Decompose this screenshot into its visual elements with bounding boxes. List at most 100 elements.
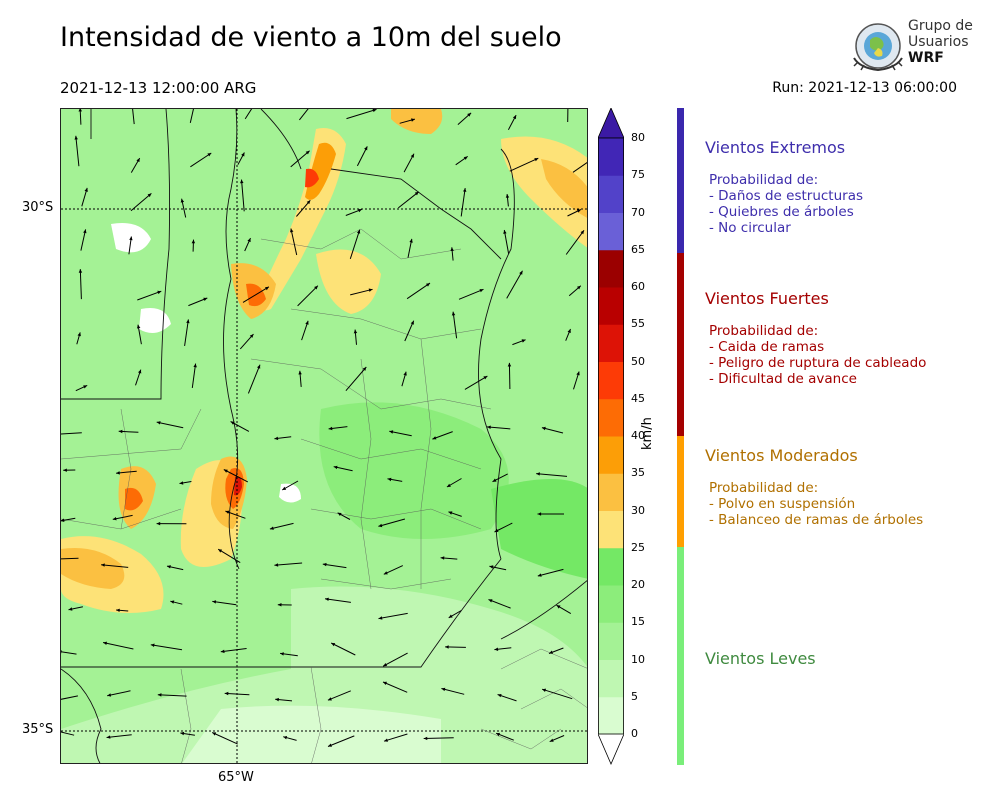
wind-arrow-head [136, 158, 140, 163]
category-desc-extreme: Probabilidad de: - Daños de estructuras … [709, 172, 864, 236]
wind-arrow-head [378, 616, 383, 620]
wind-arrow-head [497, 694, 502, 698]
colorbar-segment [598, 585, 624, 623]
wind-arrow-head [487, 425, 491, 429]
wind-arrow [486, 426, 511, 430]
wind-arrow [537, 568, 564, 577]
wind-arrow-head [112, 517, 117, 521]
wind-arrow-head [63, 468, 67, 472]
wind-arrow-head [138, 369, 142, 374]
colorbar-segment [598, 436, 624, 474]
wind-arrow [189, 109, 194, 124]
bar-extreme [677, 108, 684, 253]
category-title-extreme: Vientos Extremos [705, 138, 846, 157]
logo-line-3: WRF [908, 50, 944, 66]
valid-time: 2021-12-13 12:00:00 ARG [60, 79, 257, 97]
wind-arrow-head [225, 510, 230, 514]
wind-arrow [75, 135, 80, 167]
wind-arrow-head [448, 511, 453, 515]
wind-arrow-head [212, 600, 217, 604]
wind-arrow [61, 557, 79, 560]
wind-arrow [324, 598, 351, 603]
colorbar-extend-max [598, 108, 624, 139]
colorbar-segment [598, 547, 624, 586]
wind-arrow-head [265, 286, 269, 291]
wind-arrow [290, 228, 298, 256]
wind-arrow [244, 109, 253, 120]
colorbar-segment [598, 696, 624, 735]
wind-arrow-head [129, 236, 133, 241]
wind-arrow-head [483, 376, 488, 380]
wind-arrow-head [241, 152, 245, 157]
wind-arrow [106, 734, 132, 738]
wind-arrow [157, 694, 187, 697]
wind-arrow-head [542, 688, 547, 692]
wind-arrow-head [107, 693, 112, 697]
lon-label-65w: 65°W [218, 770, 254, 785]
shade-ne-yellow [501, 136, 587, 248]
wind-arrow [61, 731, 75, 736]
colorbar-segment [598, 249, 624, 288]
wind-arrow-head [328, 426, 333, 431]
wind-arrow [345, 366, 367, 392]
wind-arrow [460, 188, 466, 217]
wind-arrow-head [333, 465, 338, 470]
wind-arrow [452, 311, 458, 339]
wind-arrow [242, 286, 270, 303]
wind-arrow-head [479, 289, 484, 293]
wind-arrow-head [409, 238, 413, 243]
wind-arrow-head [74, 135, 78, 140]
wind-arrow [406, 282, 431, 300]
category-title-strong: Vientos Fuertes [705, 289, 829, 308]
wind-arrow-head [282, 486, 287, 490]
colorbar-segment [598, 175, 624, 213]
wind-arrow-head [537, 573, 542, 577]
wind-arrow-head [247, 238, 251, 243]
wind-arrow [156, 421, 184, 429]
wind-arrow [441, 688, 465, 695]
wind-arrow [224, 692, 250, 696]
wind-arrow [382, 652, 408, 667]
colorbar-tick-label: 80 [631, 131, 645, 144]
wind-arrow [241, 179, 245, 212]
wind-arrow [404, 320, 415, 342]
wind-arrow-head [337, 512, 342, 516]
wind-arrow [382, 681, 408, 693]
wind-arrow-head [446, 483, 451, 487]
wind-arrow-head [403, 371, 407, 376]
wind-arrow-head [489, 565, 494, 569]
colorbar-tick-label: 60 [631, 280, 645, 293]
wind-arrow [269, 522, 294, 530]
wind-arrow-head [494, 528, 499, 532]
wind-arrow-head [157, 290, 162, 295]
shade-east [491, 479, 587, 579]
wind-arrow-head [186, 319, 190, 324]
colorbar-tick-label: 45 [631, 391, 645, 405]
wind-arrow-head [549, 650, 553, 654]
wind-arrow-head [230, 421, 235, 425]
shade-n-orange [391, 109, 443, 134]
colorbar-segment [598, 622, 624, 660]
category-title-light: Vientos Leves [705, 649, 816, 668]
category-desc-moderate: Probabilidad de: - Polvo en suspensión -… [709, 480, 924, 528]
bar-moderate [677, 436, 684, 547]
wind-arrow-head [322, 562, 327, 567]
wind-arrow-head [116, 608, 120, 612]
wind-arrow-head [411, 118, 415, 122]
wind-arrow-head [577, 285, 581, 290]
wind-arrow-head [410, 153, 414, 158]
logo-line-1: Grupo de [908, 18, 973, 34]
wind-arrow [541, 688, 573, 700]
wind-arrow-head [116, 471, 120, 475]
wind-arrow-head [277, 603, 282, 607]
wind-arrow [217, 548, 241, 564]
colorbar-segment [598, 473, 624, 511]
wind-arrow [79, 269, 82, 300]
colorbar-tick-label: 30 [631, 503, 645, 517]
wind-arrow-head [203, 297, 208, 301]
shade-light-south [61, 586, 587, 763]
wind-arrow-head [494, 647, 499, 651]
wind-arrow [346, 109, 377, 120]
wind-arrow [506, 270, 523, 299]
colorbar-segment [598, 324, 624, 362]
